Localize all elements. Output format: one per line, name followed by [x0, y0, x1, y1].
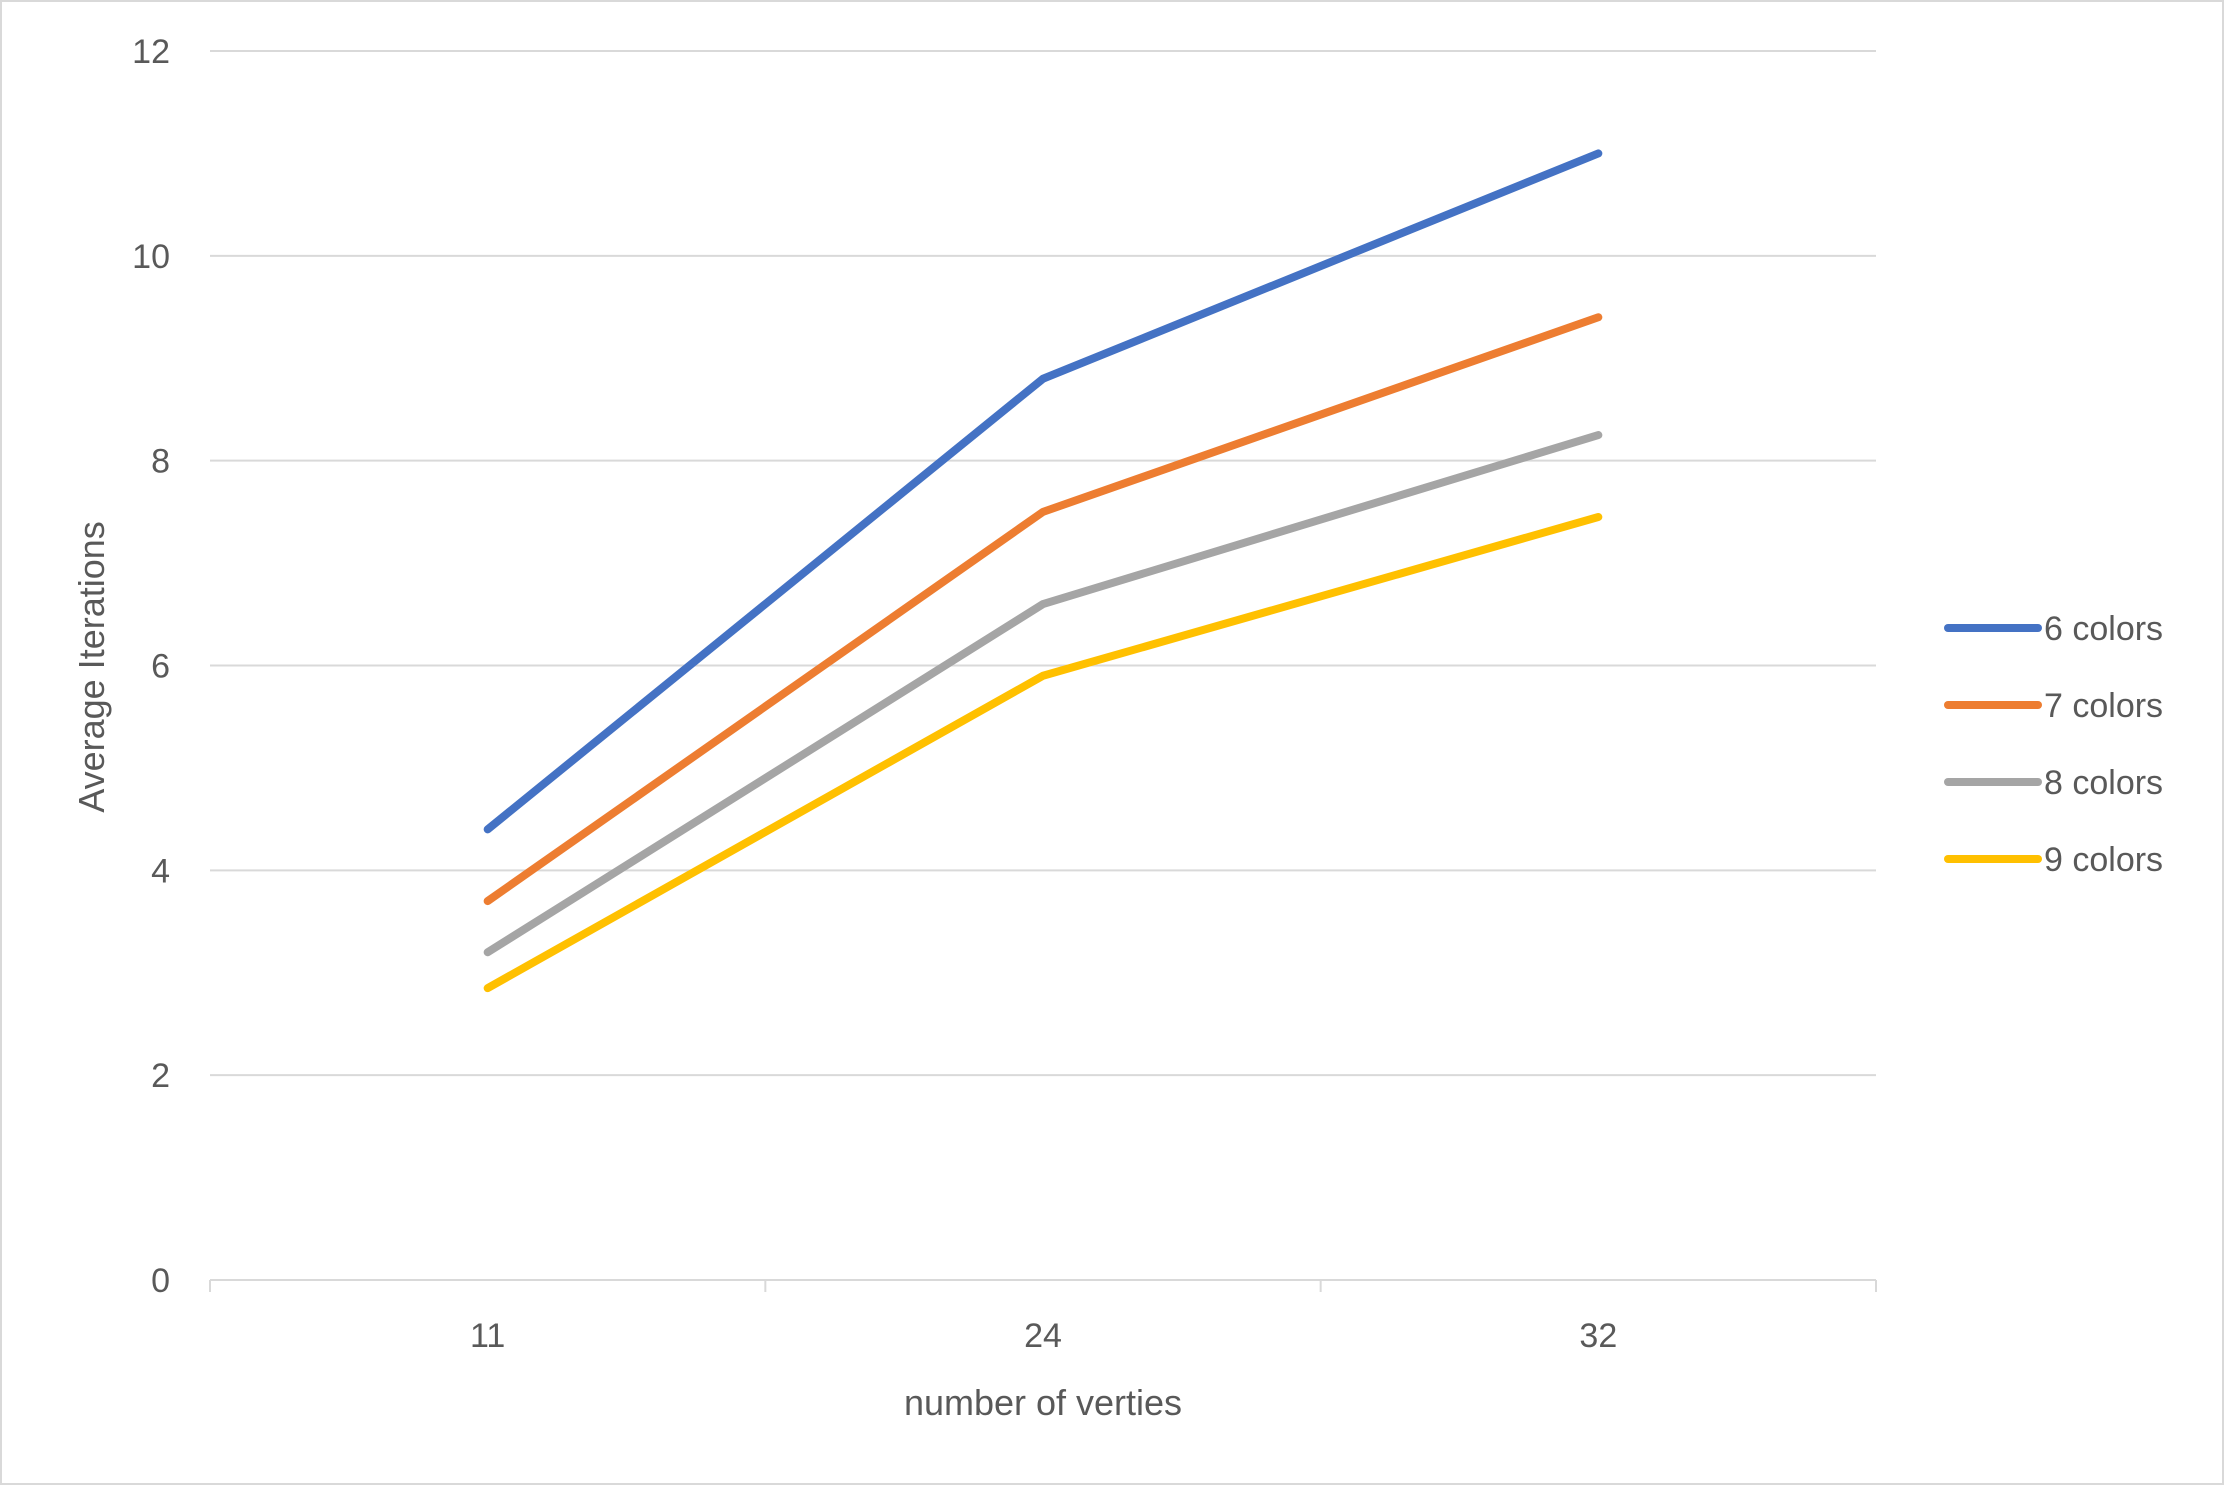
x-axis [209, 1279, 1877, 1292]
y-axis-title: Average Iterations [71, 521, 112, 813]
x-tick-label: 32 [1579, 1317, 1617, 1355]
y-axis-tick-labels: 0 2 4 6 8 10 12 [132, 33, 170, 1300]
legend-label: 7 colors [2044, 687, 2163, 725]
y-tick-label: 8 [151, 443, 170, 481]
y-tick-label: 10 [132, 238, 170, 276]
y-tick-label: 12 [132, 33, 170, 71]
series-line-7-colors [483, 313, 1603, 906]
y-tick-label: 6 [151, 648, 170, 686]
series-line-6-colors [483, 149, 1603, 834]
legend: 6 colors 7 colors 8 colors 9 colors [1944, 610, 2163, 879]
x-axis-title: number of verties [904, 1382, 1182, 1423]
gridlines [210, 50, 1876, 1077]
x-tick-label: 24 [1024, 1317, 1062, 1355]
y-tick-label: 0 [151, 1262, 170, 1300]
y-tick-label: 4 [151, 852, 170, 890]
y-tick-label: 2 [151, 1057, 170, 1095]
x-axis-tick-labels: 11 24 32 [470, 1317, 1617, 1355]
series-lines [483, 149, 1603, 993]
series-line-8-colors [483, 431, 1603, 957]
legend-label: 6 colors [2044, 610, 2163, 648]
series-line-9-colors [483, 512, 1603, 993]
legend-label: 9 colors [2044, 841, 2163, 879]
legend-label: 8 colors [2044, 764, 2163, 802]
x-tick-label: 11 [470, 1317, 505, 1355]
